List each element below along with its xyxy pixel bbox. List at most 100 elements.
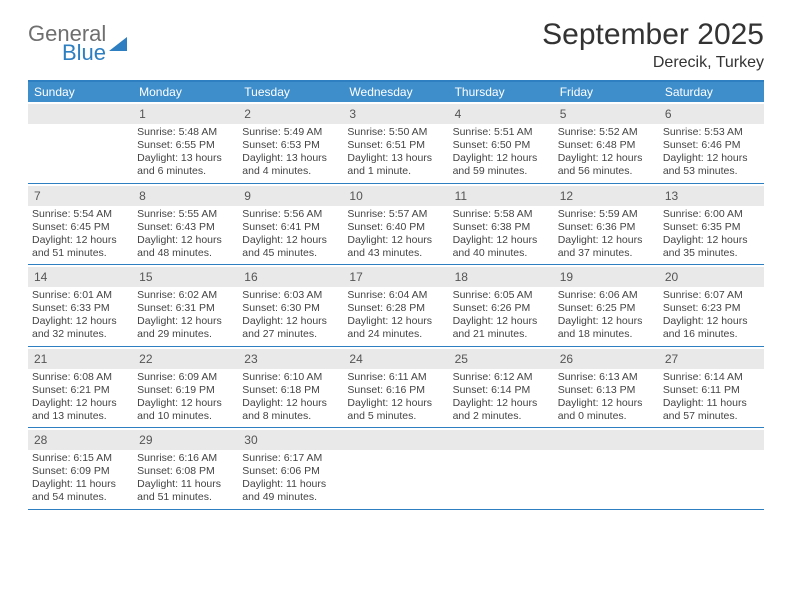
sunrise-line: Sunrise: 5:49 AM (242, 126, 339, 139)
sunset-line: Sunset: 6:09 PM (32, 465, 129, 478)
day-cell: 9Sunrise: 5:56 AMSunset: 6:41 PMDaylight… (238, 184, 343, 265)
day-number-band: 18 (449, 267, 554, 287)
day-number-band: 26 (554, 349, 659, 369)
day-cell: 6Sunrise: 5:53 AMSunset: 6:46 PMDaylight… (659, 102, 764, 183)
daylight-line: and 29 minutes. (137, 328, 234, 341)
daylight-line: Daylight: 12 hours (558, 397, 655, 410)
day-number (455, 433, 458, 447)
day-number-band: 17 (343, 267, 448, 287)
day-number-band: 28 (28, 430, 133, 450)
sunset-line: Sunset: 6:11 PM (663, 384, 760, 397)
day-cell: 17Sunrise: 6:04 AMSunset: 6:28 PMDayligh… (343, 265, 448, 346)
sunrise-line: Sunrise: 6:04 AM (347, 289, 444, 302)
day-cell: 15Sunrise: 6:02 AMSunset: 6:31 PMDayligh… (133, 265, 238, 346)
day-number-band: 8 (133, 186, 238, 206)
day-cell: 12Sunrise: 5:59 AMSunset: 6:36 PMDayligh… (554, 184, 659, 265)
day-cell: 19Sunrise: 6:06 AMSunset: 6:25 PMDayligh… (554, 265, 659, 346)
dow-thursday: Thursday (449, 82, 554, 102)
sail-icon (109, 37, 127, 51)
sunrise-line: Sunrise: 5:56 AM (242, 208, 339, 221)
dow-wednesday: Wednesday (343, 82, 448, 102)
day-cell: 25Sunrise: 6:12 AMSunset: 6:14 PMDayligh… (449, 347, 554, 428)
sunset-line: Sunset: 6:28 PM (347, 302, 444, 315)
daylight-line: and 0 minutes. (558, 410, 655, 423)
daylight-line: Daylight: 12 hours (242, 234, 339, 247)
day-cell: 11Sunrise: 5:58 AMSunset: 6:38 PMDayligh… (449, 184, 554, 265)
daylight-line: Daylight: 12 hours (663, 315, 760, 328)
day-number-band: 6 (659, 104, 764, 124)
daylight-line: Daylight: 12 hours (558, 152, 655, 165)
sunset-line: Sunset: 6:35 PM (663, 221, 760, 234)
day-number: 25 (455, 352, 468, 366)
daylight-line: Daylight: 11 hours (32, 478, 129, 491)
day-cell: 23Sunrise: 6:10 AMSunset: 6:18 PMDayligh… (238, 347, 343, 428)
day-number: 5 (560, 107, 567, 121)
day-number-band: 29 (133, 430, 238, 450)
daylight-line: and 53 minutes. (663, 165, 760, 178)
header: General Blue September 2025 Derecik, Tur… (28, 18, 764, 72)
day-cell (28, 102, 133, 183)
sunrise-line: Sunrise: 6:00 AM (663, 208, 760, 221)
sunset-line: Sunset: 6:51 PM (347, 139, 444, 152)
daylight-line: and 1 minute. (347, 165, 444, 178)
dow-sunday: Sunday (28, 82, 133, 102)
day-number-band: 2 (238, 104, 343, 124)
weeks-container: 1Sunrise: 5:48 AMSunset: 6:55 PMDaylight… (28, 102, 764, 510)
brand-logo: General Blue (28, 22, 127, 64)
day-number (665, 433, 668, 447)
day-number-band: 10 (343, 186, 448, 206)
day-number: 4 (455, 107, 462, 121)
sunrise-line: Sunrise: 6:02 AM (137, 289, 234, 302)
daylight-line: and 10 minutes. (137, 410, 234, 423)
daylight-line: and 18 minutes. (558, 328, 655, 341)
daylight-line: and 40 minutes. (453, 247, 550, 260)
day-number-band: 24 (343, 349, 448, 369)
sunset-line: Sunset: 6:48 PM (558, 139, 655, 152)
day-number-band (28, 104, 133, 124)
sunrise-line: Sunrise: 6:16 AM (137, 452, 234, 465)
sunrise-line: Sunrise: 5:51 AM (453, 126, 550, 139)
sunrise-line: Sunrise: 5:57 AM (347, 208, 444, 221)
day-cell: 18Sunrise: 6:05 AMSunset: 6:26 PMDayligh… (449, 265, 554, 346)
daylight-line: Daylight: 12 hours (453, 152, 550, 165)
logo-text: General Blue (28, 22, 106, 64)
sunset-line: Sunset: 6:38 PM (453, 221, 550, 234)
daylight-line: and 32 minutes. (32, 328, 129, 341)
day-number-band: 14 (28, 267, 133, 287)
page: General Blue September 2025 Derecik, Tur… (0, 0, 792, 528)
daylight-line: and 51 minutes. (32, 247, 129, 260)
day-cell: 7Sunrise: 5:54 AMSunset: 6:45 PMDaylight… (28, 184, 133, 265)
daylight-line: and 49 minutes. (242, 491, 339, 504)
daylight-line: and 2 minutes. (453, 410, 550, 423)
sunset-line: Sunset: 6:43 PM (137, 221, 234, 234)
daylight-line: and 59 minutes. (453, 165, 550, 178)
day-number: 27 (665, 352, 678, 366)
day-number: 18 (455, 270, 468, 284)
daylight-line: and 57 minutes. (663, 410, 760, 423)
sunset-line: Sunset: 6:41 PM (242, 221, 339, 234)
day-cell: 30Sunrise: 6:17 AMSunset: 6:06 PMDayligh… (238, 428, 343, 509)
sunrise-line: Sunrise: 6:15 AM (32, 452, 129, 465)
day-cell (659, 428, 764, 509)
sunrise-line: Sunrise: 5:59 AM (558, 208, 655, 221)
sunrise-line: Sunrise: 5:48 AM (137, 126, 234, 139)
daylight-line: and 4 minutes. (242, 165, 339, 178)
daylight-line: Daylight: 13 hours (347, 152, 444, 165)
daylight-line: Daylight: 12 hours (137, 234, 234, 247)
day-cell: 24Sunrise: 6:11 AMSunset: 6:16 PMDayligh… (343, 347, 448, 428)
day-number-band (449, 430, 554, 450)
sunset-line: Sunset: 6:23 PM (663, 302, 760, 315)
daylight-line: and 48 minutes. (137, 247, 234, 260)
day-number-band: 5 (554, 104, 659, 124)
day-cell: 1Sunrise: 5:48 AMSunset: 6:55 PMDaylight… (133, 102, 238, 183)
day-number: 21 (34, 352, 47, 366)
location-subtitle: Derecik, Turkey (542, 54, 764, 72)
sunrise-line: Sunrise: 6:17 AM (242, 452, 339, 465)
daylight-line: and 21 minutes. (453, 328, 550, 341)
day-number: 12 (560, 189, 573, 203)
sunrise-line: Sunrise: 6:07 AM (663, 289, 760, 302)
sunrise-line: Sunrise: 6:09 AM (137, 371, 234, 384)
day-number-band: 21 (28, 349, 133, 369)
day-cell (554, 428, 659, 509)
day-number: 28 (34, 433, 47, 447)
